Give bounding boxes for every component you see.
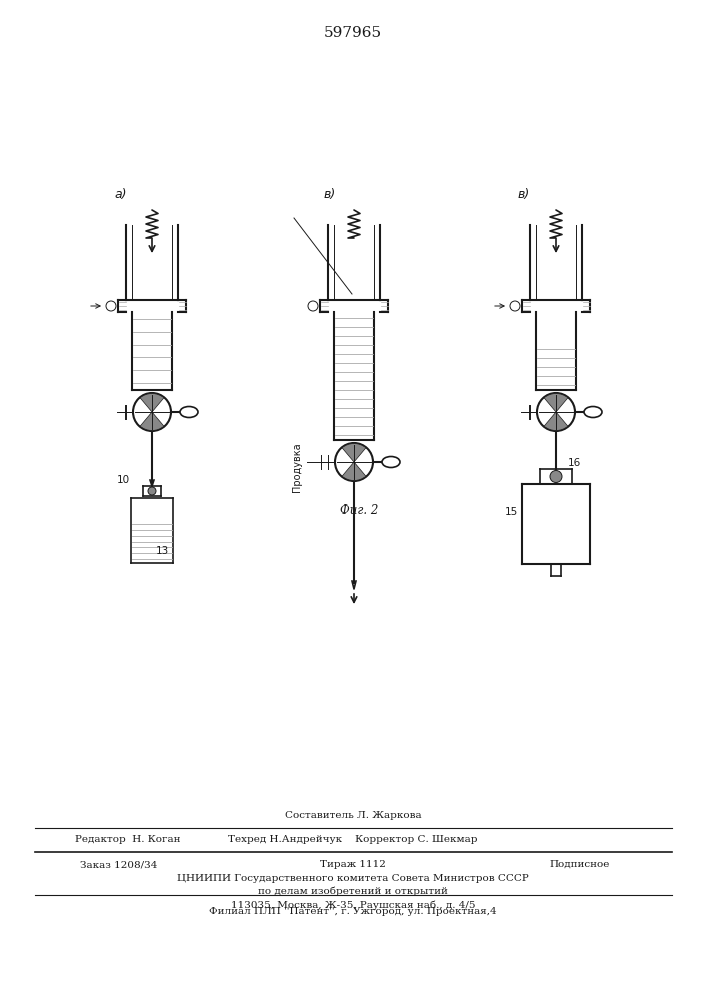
Text: Филиал ПЛП ''Патент'', г. Ужгород, ул. Проектная,4: Филиал ПЛП ''Патент'', г. Ужгород, ул. П… bbox=[209, 907, 497, 916]
Circle shape bbox=[106, 301, 116, 311]
Ellipse shape bbox=[180, 406, 198, 418]
Text: ЦНИИПИ Государственного комитета Совета Министров СССР: ЦНИИПИ Государственного комитета Совета … bbox=[177, 874, 529, 883]
Text: Заказ 1208/34: Заказ 1208/34 bbox=[80, 860, 158, 869]
Wedge shape bbox=[544, 412, 568, 430]
Text: Подписное: Подписное bbox=[549, 860, 610, 869]
Text: 16: 16 bbox=[568, 458, 581, 468]
Text: Составитель Л. Жаркова: Составитель Л. Жаркова bbox=[285, 812, 421, 820]
Text: а): а) bbox=[114, 188, 127, 201]
Text: 597965: 597965 bbox=[324, 26, 382, 40]
Text: 13: 13 bbox=[156, 546, 169, 556]
Text: Техред Н.Андрейчук    Корректор С. Шекмар: Техред Н.Андрейчук Корректор С. Шекмар bbox=[228, 836, 478, 844]
Text: в): в) bbox=[518, 188, 530, 201]
Text: Продувка: Продувка bbox=[292, 442, 302, 492]
Circle shape bbox=[308, 301, 318, 311]
Ellipse shape bbox=[382, 456, 400, 468]
Circle shape bbox=[335, 443, 373, 481]
Ellipse shape bbox=[584, 406, 602, 418]
Text: Тираж 1112: Тираж 1112 bbox=[320, 860, 386, 869]
Circle shape bbox=[148, 487, 156, 495]
Text: 10: 10 bbox=[117, 475, 130, 485]
Text: по делам изобретений и открытий: по делам изобретений и открытий bbox=[258, 887, 448, 896]
Wedge shape bbox=[342, 462, 366, 481]
Text: 15: 15 bbox=[505, 507, 518, 517]
Circle shape bbox=[510, 301, 520, 311]
Wedge shape bbox=[140, 393, 164, 412]
Wedge shape bbox=[544, 393, 568, 412]
Text: Фиг. 2: Фиг. 2 bbox=[340, 504, 378, 516]
Circle shape bbox=[550, 471, 562, 483]
Circle shape bbox=[537, 393, 575, 431]
Text: в): в) bbox=[324, 188, 337, 201]
Circle shape bbox=[133, 393, 171, 431]
Wedge shape bbox=[342, 444, 366, 462]
Text: 113035, Москва, Ж-35, Раушская наб., д. 4/5: 113035, Москва, Ж-35, Раушская наб., д. … bbox=[230, 900, 475, 910]
Wedge shape bbox=[140, 412, 164, 430]
Text: Редактор  Н. Коган: Редактор Н. Коган bbox=[75, 836, 180, 844]
